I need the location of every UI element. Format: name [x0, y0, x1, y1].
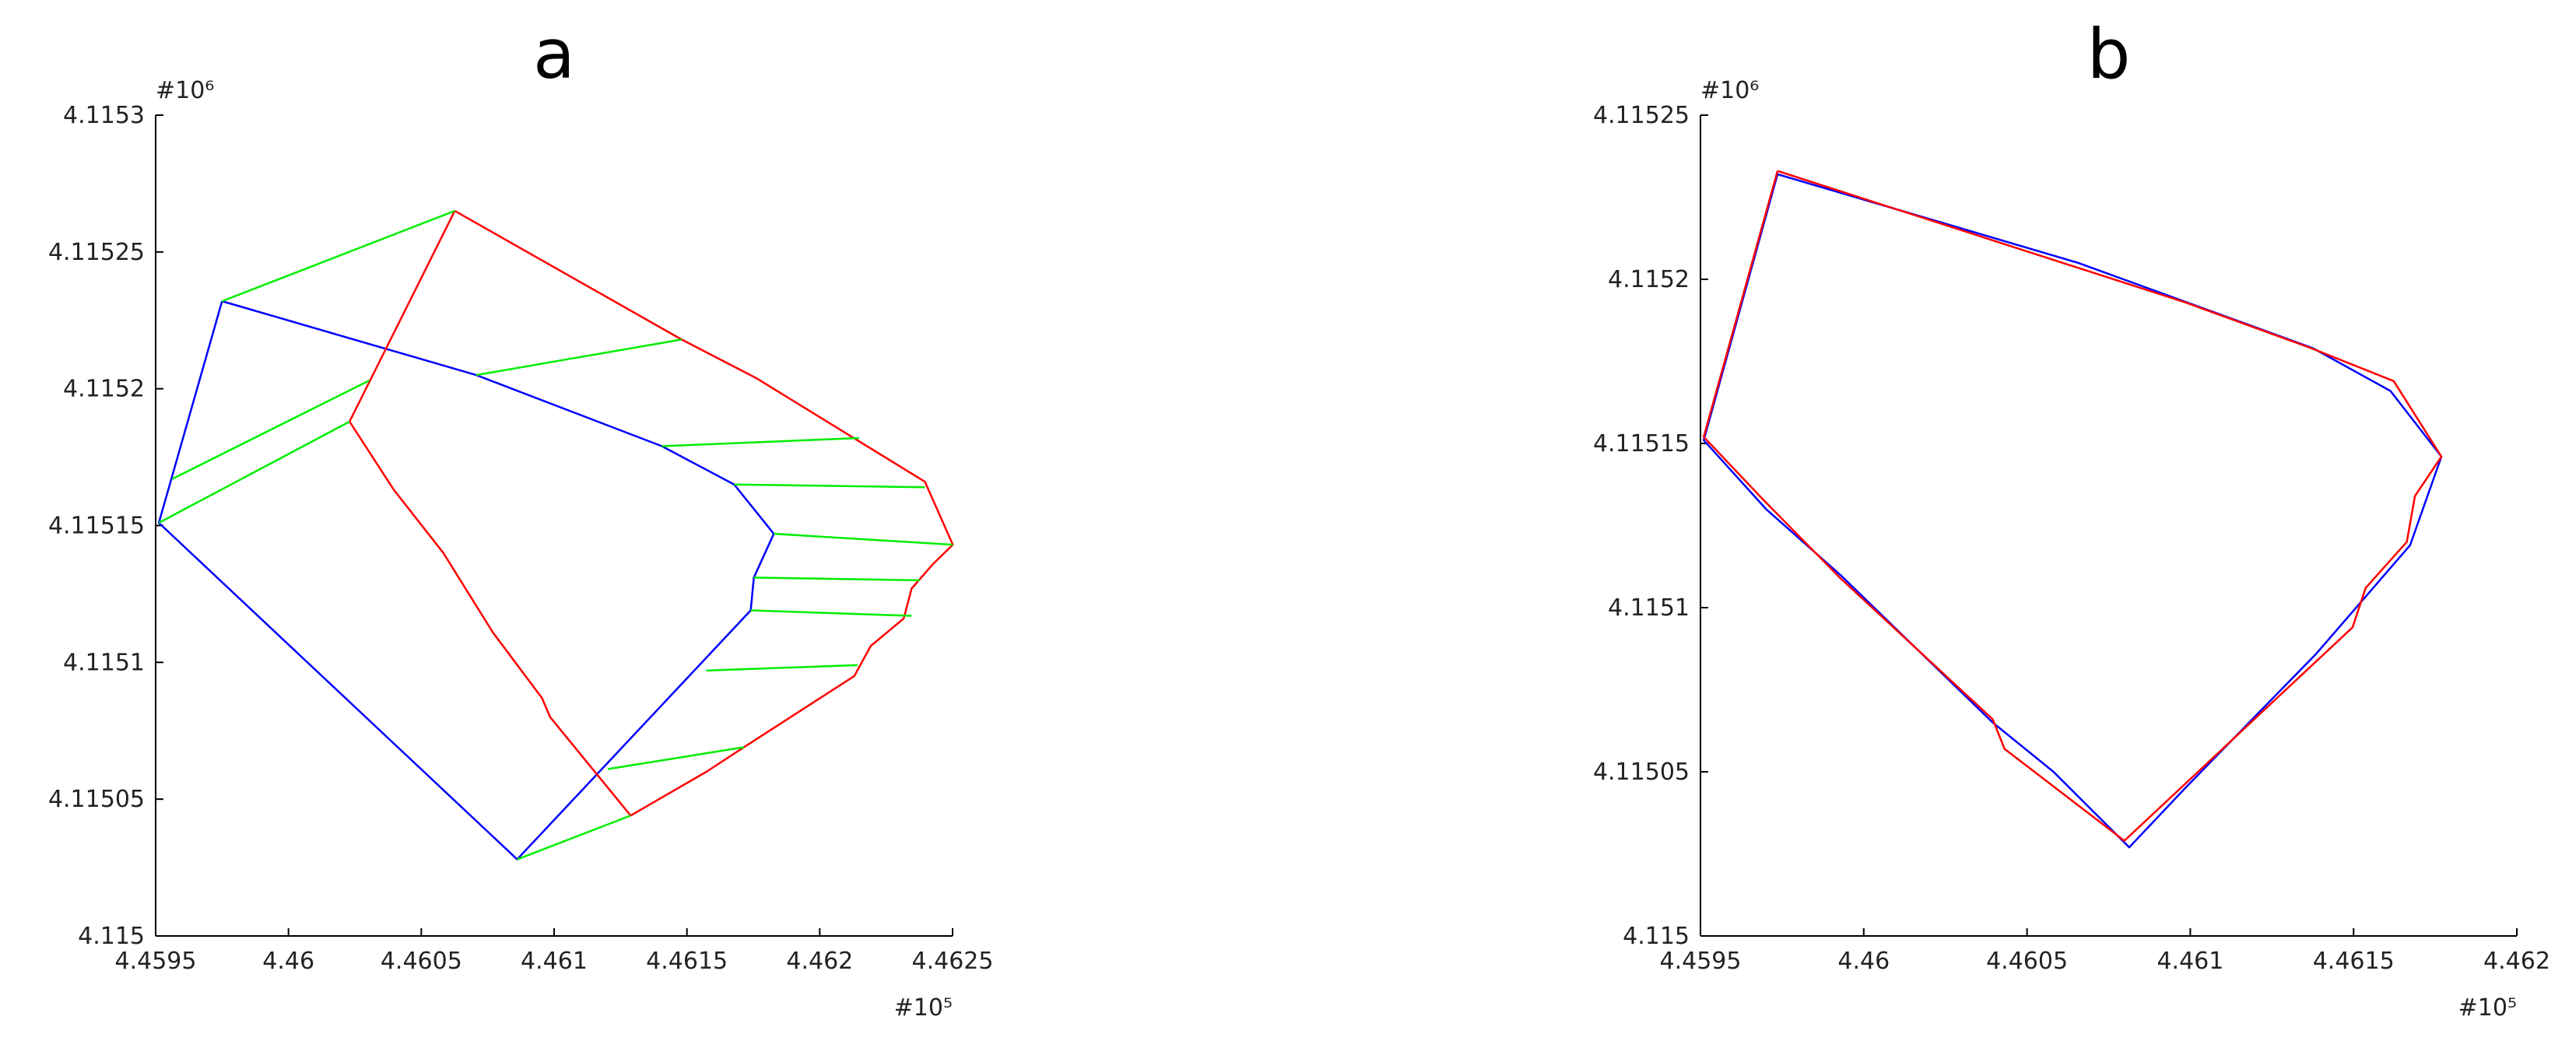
- x-tick-label: 4.4615: [2313, 948, 2395, 975]
- chart-title: a: [533, 14, 575, 94]
- y-tick-label: 4.1151: [63, 649, 145, 676]
- series-line: [157, 300, 775, 860]
- x-tick-label: 4.4605: [381, 948, 462, 975]
- y-tick-label: 4.11505: [1593, 759, 1690, 786]
- chart-title: b: [2087, 14, 2131, 94]
- series-line: [1702, 170, 2443, 842]
- y-tick-label: 4.1151: [1608, 594, 1690, 622]
- x-tick-label: 4.4595: [1660, 948, 1742, 975]
- y-multiplier: #10⁶: [1700, 77, 1759, 104]
- x-tick-label: 4.461: [521, 948, 588, 975]
- x-tick-label: 4.462: [786, 948, 853, 975]
- y-tick-label: 4.11515: [48, 513, 145, 540]
- y-tick-label: 4.11505: [48, 786, 145, 813]
- series-line: [348, 209, 954, 817]
- x-tick-label: 4.4615: [646, 948, 728, 975]
- x-tick-label: 4.462: [2483, 948, 2550, 975]
- y-tick-label: 4.115: [78, 923, 145, 950]
- y-tick-label: 4.1153: [63, 102, 145, 129]
- y-tick-label: 4.1152: [1608, 266, 1690, 293]
- y-tick-label: 4.11525: [1593, 102, 1690, 129]
- y-tick-label: 4.115: [1623, 923, 1690, 950]
- x-tick-label: 4.4595: [115, 948, 197, 975]
- x-multiplier: #10⁵: [2458, 994, 2517, 1022]
- series-line: [158, 209, 953, 860]
- x-tick-label: 4.4605: [1986, 948, 2068, 975]
- x-tick-label: 4.46: [262, 948, 314, 975]
- y-multiplier: #10⁶: [156, 77, 214, 104]
- y-tick-label: 4.1152: [63, 376, 145, 403]
- series-line: [1702, 173, 2443, 849]
- x-tick-label: 4.4625: [912, 948, 994, 975]
- x-tick-label: 4.461: [2157, 948, 2223, 975]
- y-tick-label: 4.11525: [48, 239, 145, 266]
- x-tick-label: 4.46: [1837, 948, 1890, 975]
- x-multiplier: #10⁵: [894, 994, 953, 1022]
- y-tick-label: 4.11515: [1593, 430, 1690, 457]
